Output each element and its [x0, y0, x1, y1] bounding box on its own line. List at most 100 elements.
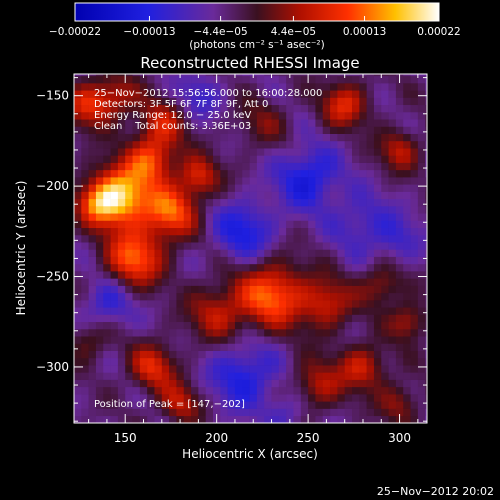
- heatmap-cell: [110, 213, 119, 221]
- heatmap-cell: [205, 213, 214, 221]
- heatmap-cell: [352, 386, 360, 395]
- heatmap-cell: [205, 242, 214, 250]
- heatmap-cell: [198, 133, 206, 142]
- heatmap-cell: [147, 271, 155, 279]
- heatmap-cell: [286, 242, 294, 250]
- heatmap-cell: [154, 278, 163, 286]
- heatmap-cell: [147, 155, 155, 163]
- heatmap-cell: [425, 213, 427, 221]
- heatmap-cell: [198, 401, 206, 409]
- heatmap-cell: [169, 350, 177, 359]
- heatmap-cell: [169, 191, 177, 200]
- heatmap-cell: [183, 227, 192, 236]
- heatmap-cell: [242, 372, 250, 380]
- heatmap-cell: [117, 379, 126, 388]
- heatmap-cell: [176, 97, 185, 106]
- heatmap-cell: [300, 234, 309, 243]
- heatmap-cell: [322, 75, 331, 84]
- heatmap-cell: [410, 386, 419, 395]
- heatmap-cell: [300, 314, 309, 323]
- heatmap-cell: [81, 401, 89, 409]
- heatmap-cell: [256, 278, 265, 286]
- heatmap-cell: [293, 227, 302, 236]
- heatmap-cell: [234, 119, 243, 127]
- heatmap-cell: [403, 169, 411, 178]
- heatmap-cell: [183, 292, 192, 301]
- heatmap-cell: [352, 184, 360, 192]
- heatmap-cell: [227, 415, 236, 423]
- heatmap-cell: [103, 126, 111, 134]
- heatmap-cell: [330, 90, 338, 98]
- heatmap-cell: [278, 227, 287, 236]
- heatmap-cell: [213, 271, 221, 279]
- heatmap-cell: [337, 119, 345, 127]
- heatmap-cell: [227, 220, 236, 229]
- heatmap-cell: [352, 227, 360, 236]
- heatmap-cell: [366, 336, 375, 344]
- heatmap-cell: [183, 336, 192, 344]
- heatmap-cell: [125, 83, 133, 91]
- heatmap-cell: [213, 191, 221, 200]
- heatmap-cell: [88, 220, 97, 229]
- heatmap-cell: [322, 394, 331, 402]
- heatmap-cell: [373, 394, 382, 402]
- heatmap-cell: [330, 408, 338, 417]
- heatmap-cell: [344, 198, 353, 207]
- heatmap-cell: [373, 343, 382, 351]
- heatmap-cell: [125, 307, 133, 315]
- heatmap-cell: [417, 148, 426, 156]
- heatmap-cell: [330, 75, 338, 84]
- heatmap-cell: [213, 206, 221, 214]
- heatmap-cell: [220, 148, 228, 156]
- heatmap-cell: [132, 314, 141, 323]
- heatmap-cell: [191, 357, 199, 366]
- heatmap-cell: [395, 148, 404, 156]
- heatmap-cell: [154, 401, 163, 409]
- heatmap-cell: [264, 104, 272, 113]
- colorbar-ticks: −0.00022 −0.00013 −4.4e−05 4.4e−05 0.00013 0.…: [49, 16, 461, 38]
- heatmap-cell: [344, 343, 353, 351]
- heatmap-cell: [81, 292, 89, 301]
- colorbar-tick-label: 4.4e−05: [271, 26, 316, 38]
- heatmap-cell: [220, 249, 228, 257]
- heatmap-cell: [425, 206, 427, 214]
- heatmap-cell: [395, 162, 404, 171]
- heatmap-cell: [183, 321, 192, 330]
- heatmap-cell: [169, 90, 177, 98]
- heatmap-cell: [95, 365, 104, 373]
- heatmap-cell: [300, 386, 309, 395]
- heatmap-cell: [139, 271, 148, 279]
- heatmap-cell: [213, 256, 221, 265]
- heatmap-cell: [132, 213, 141, 221]
- heatmap-cell: [395, 300, 404, 308]
- heatmap-cell: [395, 220, 404, 229]
- heatmap-cell: [161, 206, 170, 214]
- heatmap-cell: [191, 285, 199, 294]
- heatmap-cell: [242, 292, 250, 301]
- heatmap-cell: [366, 83, 375, 91]
- heatmap-cell: [308, 140, 316, 149]
- heatmap-cell: [139, 133, 148, 142]
- heatmap-cell: [322, 386, 331, 395]
- heatmap-cell: [81, 343, 89, 351]
- heatmap-cell: [403, 365, 411, 373]
- heatmap-cell: [381, 148, 389, 156]
- heatmap-cell: [337, 415, 345, 423]
- heatmap-cell: [344, 350, 353, 359]
- heatmap-cell: [88, 321, 97, 330]
- heatmap-cell: [125, 394, 133, 402]
- heatmap-cell: [103, 328, 111, 337]
- heatmap-cell: [103, 162, 111, 171]
- heatmap-cell: [315, 350, 324, 359]
- heatmap-cell: [315, 328, 324, 337]
- heatmap-cell: [417, 119, 426, 127]
- heatmap-cell: [344, 169, 353, 178]
- heatmap-cell: [110, 307, 119, 315]
- heatmap-cell: [264, 126, 272, 134]
- heatmap-cell: [117, 74, 126, 77]
- heatmap-cell: [81, 415, 89, 423]
- heatmap-cell: [227, 213, 236, 221]
- heatmap-cell: [417, 155, 426, 163]
- heatmap-cell: [81, 206, 89, 214]
- heatmap-cell: [132, 386, 141, 395]
